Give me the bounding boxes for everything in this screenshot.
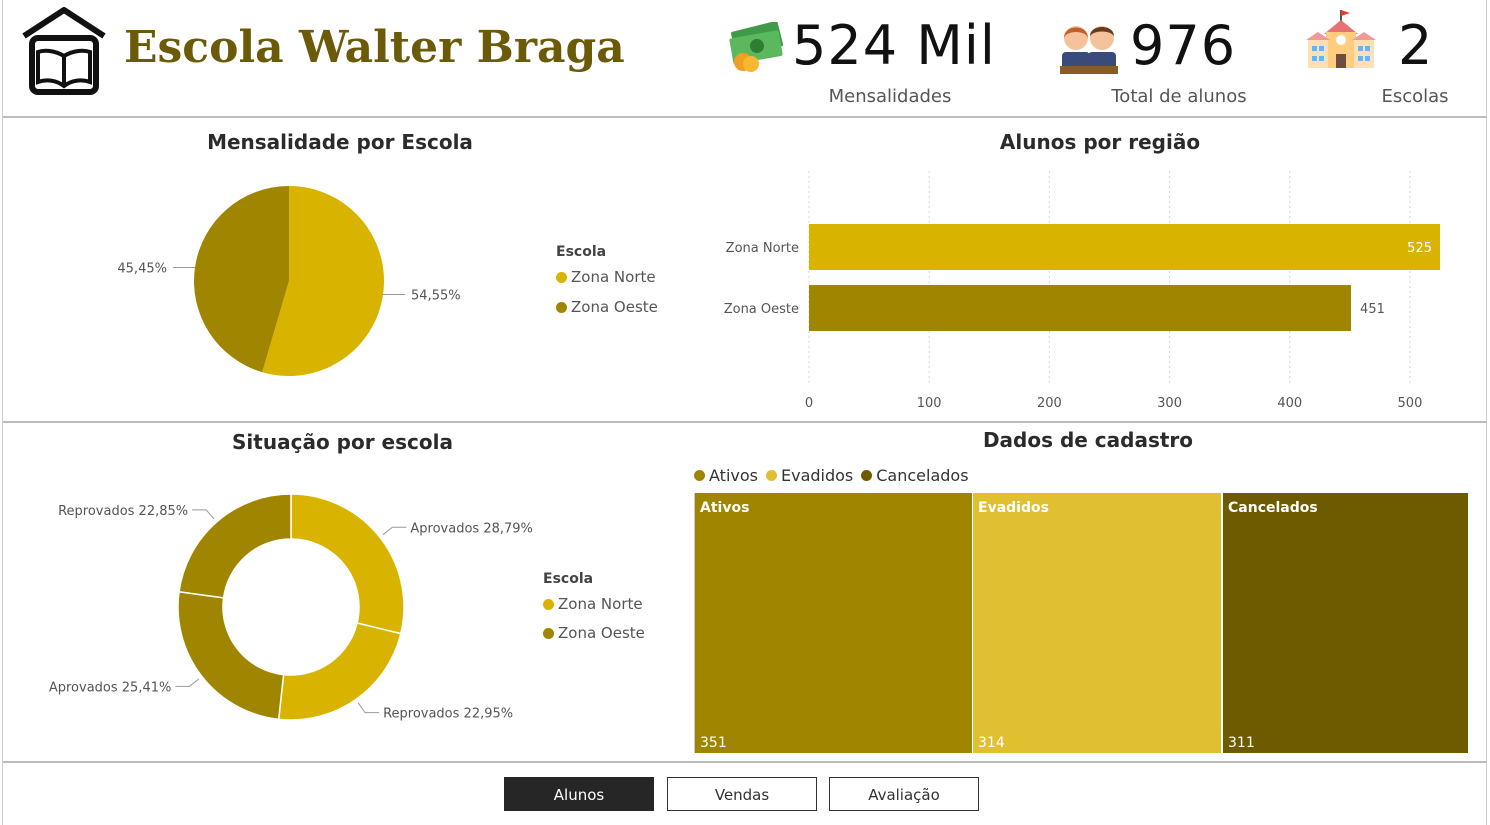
treemap-cell-value-cancelados: 311 xyxy=(1228,735,1255,751)
bar-value-label-zona-oeste: 451 xyxy=(1360,302,1385,317)
middle-divider xyxy=(3,421,1487,423)
bar-alunos-title: Alunos por região xyxy=(999,130,1201,154)
treemap-cadastro-chart: Ativos 351 Evadidos 314 Cancelados 311 xyxy=(694,493,1470,753)
treemap-cadastro-title: Dados de cadastro xyxy=(982,428,1194,452)
treemap-cell-ativos[interactable]: Ativos 351 xyxy=(694,493,972,753)
treemap-cell-value-evadidos: 314 xyxy=(978,735,1005,751)
donut-label-2: Aprovados 25,41% xyxy=(49,680,172,695)
kpi-total-alunos-label: Total de alunos xyxy=(1111,86,1247,107)
bar-x-tick-400: 400 xyxy=(1277,396,1302,411)
treemap-cell-evadidos[interactable]: Evadidos 314 xyxy=(973,493,1221,753)
frame-left-border xyxy=(2,0,3,825)
nav-button-alunos[interactable]: Alunos xyxy=(504,777,654,811)
treemap-cell-label-evadidos: Evadidos xyxy=(978,500,1049,516)
header-divider xyxy=(3,116,1487,118)
legend-label-zona-norte-2: Zona Norte xyxy=(558,595,643,613)
legend-dot-zona-oeste xyxy=(556,301,567,313)
legend-item-zona-oeste[interactable]: Zona Oeste xyxy=(556,298,658,316)
treemap-legend-cancelados[interactable]: Cancelados xyxy=(861,466,969,485)
treemap-legend-ativos[interactable]: Ativos xyxy=(694,466,758,485)
nav-button-vendas[interactable]: Vendas xyxy=(667,777,817,811)
bar-zona-norte[interactable] xyxy=(809,224,1440,270)
pie-label-zona-norte: 54,55% xyxy=(411,289,461,304)
bar-zona-oeste[interactable] xyxy=(809,285,1352,331)
treemap-legend-dot-cancelados xyxy=(861,470,873,481)
donut-leader-1 xyxy=(357,702,380,714)
treemap-legend-dot-evadidos xyxy=(765,470,777,481)
legend-dot-zona-norte-2 xyxy=(543,598,554,610)
bar-x-tick-300: 300 xyxy=(1157,396,1182,411)
treemap-cell-value-ativos: 351 xyxy=(700,735,727,751)
money-icon xyxy=(729,22,784,72)
donut-label-3: Reprovados 22,85% xyxy=(58,504,188,519)
legend-item-zona-norte[interactable]: Zona Norte xyxy=(556,268,656,286)
kpi-total-alunos-value: 976 xyxy=(1130,14,1237,77)
treemap-cell-label-cancelados: Cancelados xyxy=(1228,500,1318,516)
donut-situacao-title: Situação por escola xyxy=(232,430,453,454)
pie-slice-zona-oeste[interactable] xyxy=(194,186,289,373)
treemap-legend: Ativos Evadidos Cancelados xyxy=(694,466,969,485)
legend-escola-title-2: Escola xyxy=(543,571,594,587)
donut-slice-zona-oeste-aprovados[interactable] xyxy=(177,590,285,721)
legend-dot-zona-norte xyxy=(556,271,567,283)
treemap-legend-dot-ativos xyxy=(694,470,705,481)
legend-item-zona-oeste-2[interactable]: Zona Oeste xyxy=(543,624,645,642)
donut-situacao-chart: Aprovados 28,79% Reprovados 22,95% Aprovad… xyxy=(49,493,533,722)
pie-mensalidade-title: Mensalidade por Escola xyxy=(207,130,473,154)
legend-label-zona-norte: Zona Norte xyxy=(571,268,656,286)
treemap-legend-label-ativos: Ativos xyxy=(709,466,758,485)
legend-escola-title: Escola xyxy=(556,244,607,260)
pie-mensalidade-chart: 54,55% 45,45% xyxy=(117,186,461,376)
donut-leader-2 xyxy=(175,678,200,687)
kpi-mensalidades-label: Mensalidades xyxy=(828,86,952,107)
treemap-legend-evadidos[interactable]: Evadidos xyxy=(765,466,854,485)
bar-x-tick-200: 200 xyxy=(1037,396,1062,411)
donut-label-0: Aprovados 28,79% xyxy=(410,521,532,536)
frame-right-border xyxy=(1486,0,1487,825)
donut-slice-zona-norte-reprovados[interactable] xyxy=(277,622,402,721)
page-title: Escola Walter Braga xyxy=(124,22,625,73)
bar-category-label-zona-oeste: Zona Oeste xyxy=(724,302,799,317)
legend-dot-zona-oeste-2 xyxy=(543,627,554,639)
donut-leader-0 xyxy=(382,526,407,536)
legend-item-zona-norte-2[interactable]: Zona Norte xyxy=(543,595,643,613)
bar-value-label-zona-norte: 525 xyxy=(1407,241,1432,256)
pie-slice-zona-norte[interactable] xyxy=(262,186,385,376)
bar-x-tick-500: 500 xyxy=(1398,396,1423,411)
legend-label-zona-oeste-2: Zona Oeste xyxy=(558,624,645,642)
donut-label-1: Reprovados 22,95% xyxy=(383,707,513,722)
treemap-legend-label-evadidos: Evadidos xyxy=(780,466,854,485)
treemap-cell-cancelados[interactable]: Cancelados 311 xyxy=(1223,493,1468,753)
bar-alunos-chart: 0 100 200 300 400 500 Zona Norte 525 Zona Oeste 4… xyxy=(724,171,1440,411)
kpi-escolas-value: 2 xyxy=(1398,14,1434,77)
donut-slice-zona-oeste-reprovados[interactable] xyxy=(178,493,292,599)
treemap-legend-label-cancelados: Cancelados xyxy=(876,466,969,485)
school-book-logo-icon xyxy=(22,7,106,95)
kpi-escolas-label: Escolas xyxy=(1381,86,1449,107)
donut-leader-3 xyxy=(192,509,215,520)
nav-button-avaliacao[interactable]: Avaliação xyxy=(829,777,979,811)
bar-x-tick-0: 0 xyxy=(805,396,813,411)
kpi-mensalidades-value: 524 Mil xyxy=(792,14,996,77)
school-icon xyxy=(1306,10,1376,68)
legend-label-zona-oeste: Zona Oeste xyxy=(571,298,658,316)
bar-category-label-zona-norte: Zona Norte xyxy=(726,241,799,256)
donut-slice-zona-norte-aprovados[interactable] xyxy=(290,493,405,635)
pie-label-zona-oeste: 45,45% xyxy=(117,261,167,276)
treemap-cell-label-ativos: Ativos xyxy=(700,500,750,516)
students-icon xyxy=(1060,26,1118,74)
footer-divider xyxy=(3,761,1487,763)
bar-x-tick-100: 100 xyxy=(917,396,942,411)
